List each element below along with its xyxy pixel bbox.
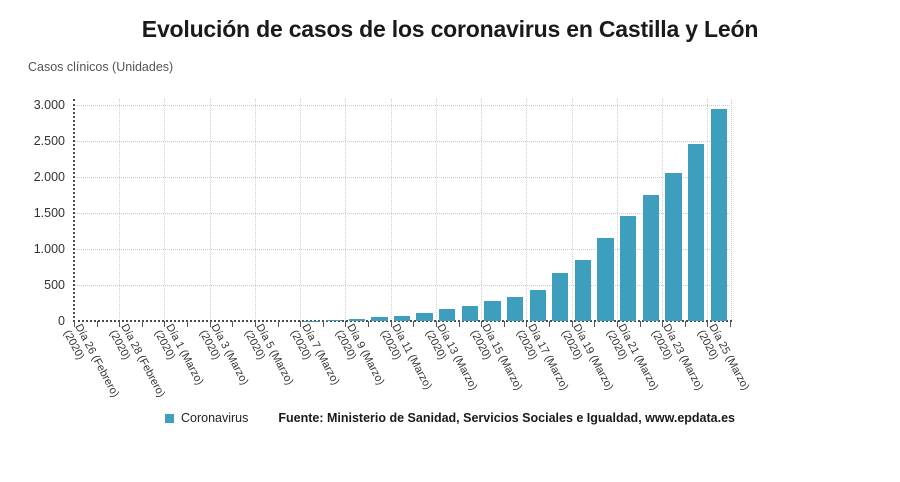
gridline-vertical (707, 99, 709, 321)
gridline-vertical (209, 99, 211, 321)
gridline-vertical (435, 99, 437, 321)
bar[interactable] (552, 273, 569, 321)
bar[interactable] (710, 109, 727, 321)
y-axis-unit-label: Casos clínicos (Unidades) (28, 60, 174, 74)
bar[interactable] (506, 297, 524, 321)
x-axis-tick (730, 321, 731, 327)
bar[interactable] (620, 215, 637, 321)
x-axis-tick (254, 321, 256, 327)
x-axis-tick (526, 321, 528, 327)
x-axis-tick (481, 321, 483, 327)
x-axis-tick (435, 321, 437, 327)
bar[interactable] (484, 300, 501, 321)
x-axis-tick (96, 321, 98, 327)
x-axis-tick (164, 321, 166, 327)
x-axis-tick (413, 321, 415, 327)
x-axis-tick (707, 321, 709, 327)
bar[interactable] (574, 259, 592, 321)
x-axis-tick (458, 321, 460, 327)
x-axis-tick (345, 321, 347, 327)
x-axis-tick (141, 321, 143, 327)
bar[interactable] (371, 316, 388, 321)
y-axis-tick-label: 0 (58, 314, 65, 328)
y-axis-tick-label: 2.000 (33, 170, 65, 184)
gridline-vertical (119, 99, 121, 321)
gridline (74, 141, 730, 142)
x-axis-tick (549, 321, 551, 327)
bar[interactable] (687, 144, 705, 321)
x-axis-line (73, 320, 732, 322)
gridline-vertical (571, 99, 573, 321)
gridline-vertical (254, 99, 256, 321)
x-axis-tick (571, 321, 573, 327)
gridline-vertical (300, 99, 302, 321)
x-axis-labels: Día 26 (Febrero) (2020) Día 28 (Febrero) (2… (62, 322, 751, 422)
bar[interactable] (642, 195, 659, 321)
bar-series-coronavirus (74, 105, 730, 321)
bar[interactable] (665, 173, 682, 321)
x-axis-tick (74, 321, 75, 327)
y-axis-tick-label: 2.500 (33, 134, 65, 148)
x-axis-tick (277, 321, 279, 327)
bar[interactable] (461, 305, 478, 321)
y-axis-tick-label: 1.000 (33, 242, 65, 256)
x-axis-tick (300, 321, 302, 327)
plot-right-border (731, 99, 732, 322)
plot-frame: 0 500 1.000 1.500 2.000 2.500 3.000 (34, 98, 732, 328)
legend-item-coronavirus[interactable]: Coronavirus (164, 411, 249, 425)
bar[interactable] (439, 309, 456, 321)
bar[interactable] (393, 315, 411, 321)
legend-series-label: Coronavirus (180, 411, 249, 425)
page-title: Evolución de casos de los coronavirus en… (141, 16, 759, 42)
bar[interactable] (348, 318, 365, 321)
x-axis-tick (368, 321, 370, 327)
x-axis-tick (187, 321, 189, 327)
chart-source-note: Fuente: Ministerio de Sanidad, Servicios… (278, 411, 735, 425)
x-axis-tick (322, 321, 324, 327)
x-axis-tick (639, 321, 641, 327)
chart-legend: Coronavirus Fuente: Ministerio de Sanida… (0, 411, 900, 425)
x-axis-tick (119, 321, 121, 327)
x-axis-tick (594, 321, 596, 327)
bar[interactable] (597, 238, 614, 321)
x-axis-tick (616, 321, 618, 327)
plot-area: 0 500 1.000 1.500 2.000 2.500 3.000 (34, 98, 732, 328)
y-axis-tick-label: 1.500 (33, 206, 65, 220)
gridline-vertical (662, 99, 664, 321)
bar[interactable] (416, 313, 433, 321)
gridline-vertical (616, 99, 618, 321)
x-axis-tick (209, 321, 211, 327)
bar[interactable] (529, 289, 546, 321)
y-axis-tick-label: 500 (44, 278, 65, 292)
bar[interactable] (325, 319, 343, 321)
gridline-vertical (390, 99, 392, 321)
gridline (74, 249, 730, 250)
gridline-vertical (526, 99, 528, 321)
legend-color-swatch-icon (164, 413, 174, 423)
gridline-vertical (345, 99, 347, 321)
x-axis-tick (684, 321, 686, 327)
x-axis-tick (662, 321, 664, 327)
gridline (74, 285, 730, 286)
gridline (74, 177, 730, 178)
gridline (74, 213, 730, 214)
x-axis-tick (232, 321, 234, 327)
gridline (74, 105, 730, 106)
gridline-vertical (164, 99, 166, 321)
y-axis-tick-label: 3.000 (33, 98, 65, 112)
x-axis-tick (503, 321, 505, 327)
x-axis-tick (390, 321, 392, 327)
gridline-vertical (481, 99, 483, 321)
y-axis-line (73, 99, 75, 322)
